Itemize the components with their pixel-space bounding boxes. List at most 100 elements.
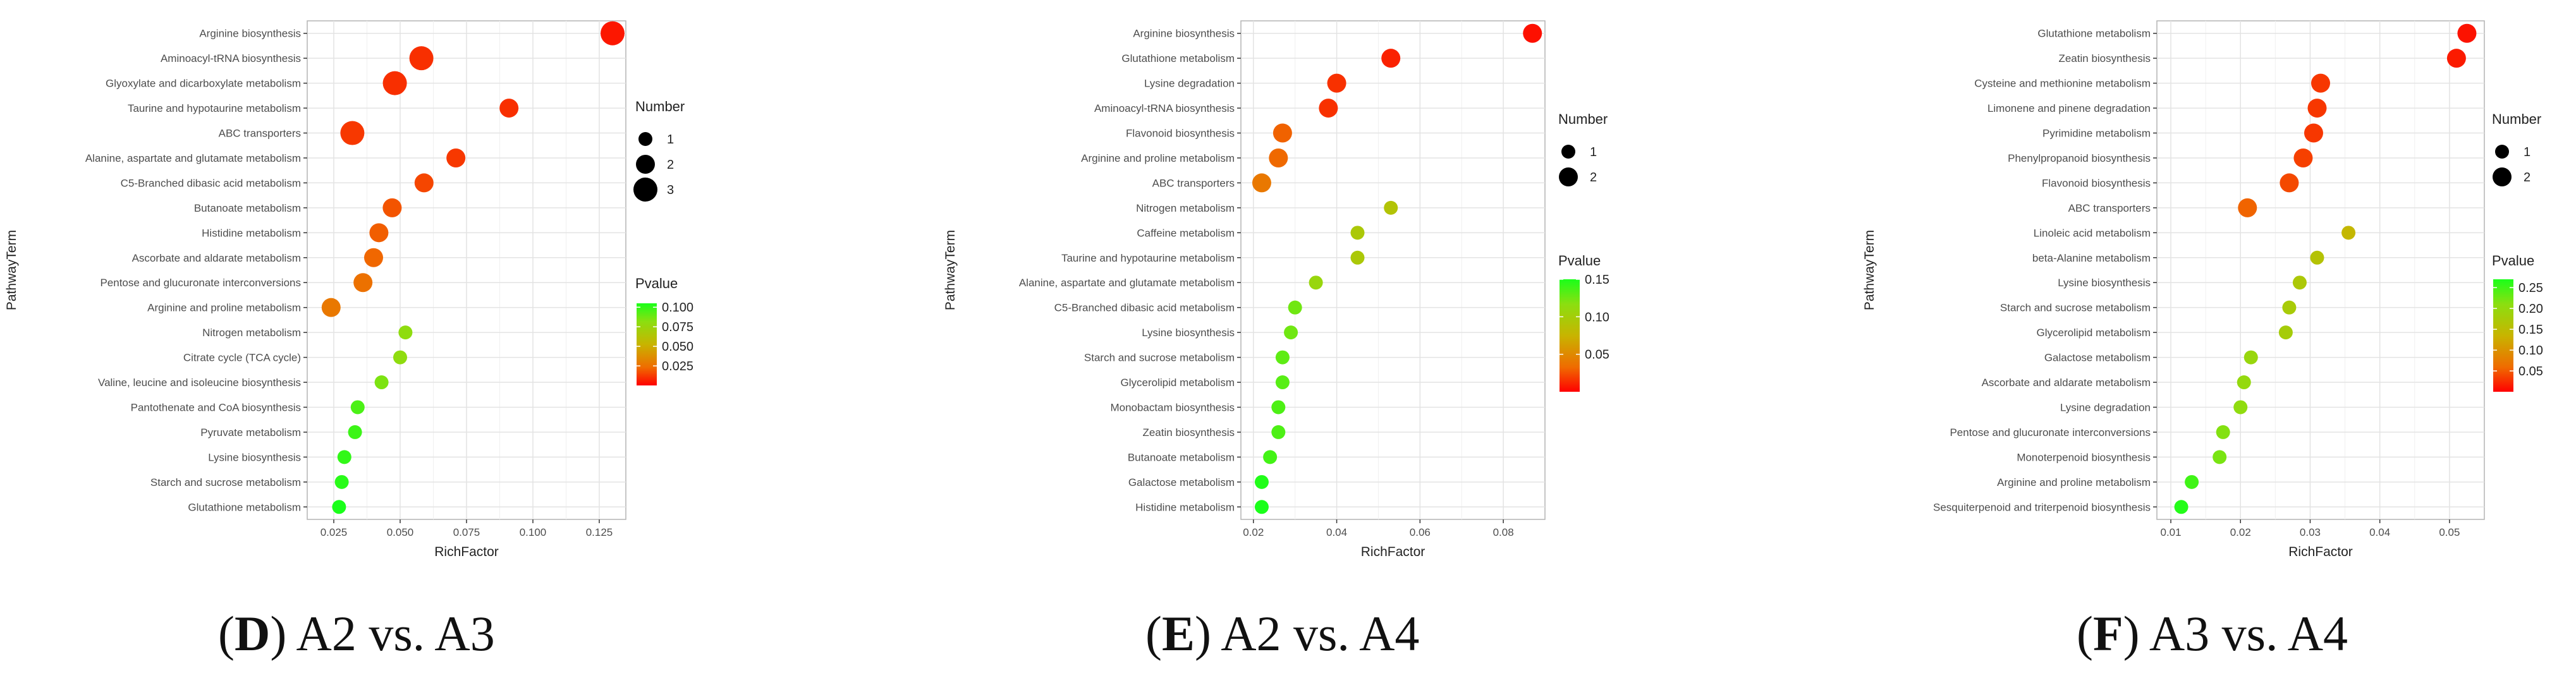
color-legend-label: 0.025 (662, 360, 693, 373)
data-point (2174, 500, 2188, 514)
data-point (1350, 250, 1365, 265)
x-tick-label: 0.02 (1243, 526, 1264, 538)
color-legend-label: 0.050 (662, 340, 693, 354)
data-point (2237, 375, 2251, 390)
size-legend-dot (2493, 167, 2512, 186)
y-tick-label: Caffeine metabolism (1137, 227, 1235, 239)
data-point (601, 21, 625, 45)
data-point (2185, 475, 2199, 489)
color-legend-label: 0.20 (2518, 302, 2543, 316)
x-tick-label: 0.025 (320, 526, 348, 538)
data-point (1381, 49, 1401, 68)
data-point (1523, 23, 1542, 43)
data-point (1271, 400, 1286, 415)
data-point (1273, 123, 1292, 143)
data-point (2457, 23, 2477, 43)
size-legend-dot (1559, 167, 1578, 186)
chart-panel-e: 0.02 0.04 0.06 0.08 Arginine biosynthesis Glu… (943, 20, 1609, 559)
y-axis-title: PathwayTerm (943, 230, 958, 310)
y-tick-label: Arginine and proline metabolism (1081, 152, 1235, 164)
color-legend-label: 0.15 (2518, 323, 2543, 337)
y-tick-label: Glutathione metabolism (1121, 52, 1235, 64)
color-legend-label: 0.100 (662, 301, 693, 315)
data-point (348, 425, 362, 439)
y-tick-label: ABC transporters (2068, 202, 2151, 214)
caption-letter: D (234, 606, 271, 661)
y-tick-label: Glycerolipid metabolism (2037, 327, 2151, 339)
data-point (2292, 275, 2307, 290)
y-tick-label: Glycerolipid metabolism (1121, 377, 1235, 389)
data-point (1263, 450, 1278, 464)
plot-area (2156, 20, 2485, 520)
data-point (374, 375, 389, 390)
x-tick-label: 0.04 (1326, 526, 1347, 538)
y-tick-label: beta-Alanine metabolism (2032, 252, 2151, 264)
caption-panel-d: (D) A2 vs. A3 (218, 606, 495, 661)
color-legend-title: Pvalue (635, 275, 678, 291)
y-tick-label: Histidine metabolism (1135, 501, 1235, 513)
data-point (2216, 425, 2230, 439)
y-tick-label: Sesquiterpenoid and triterpenoid biosynt… (1933, 501, 2151, 513)
data-point (332, 500, 346, 514)
data-point (1384, 200, 1398, 215)
y-tick-label: Taurine and hypotaurine metabolism (1061, 252, 1235, 264)
data-point (2243, 350, 2258, 365)
y-tick-label: Arginine biosynthesis (199, 28, 301, 40)
x-tick-label: 0.06 (1410, 526, 1431, 538)
y-tick-label: Pantothenate and CoA biosynthesis (131, 401, 301, 413)
data-point (1350, 226, 1365, 240)
chart-panel-f: 0.01 0.02 0.03 0.04 0.05 Glutathione metaboli… (1862, 20, 2543, 559)
y-tick-label: Citrate cycle (TCA cycle) (183, 352, 301, 364)
data-point (2282, 300, 2297, 315)
y-axis-title: PathwayTerm (1862, 230, 1877, 310)
data-point (340, 121, 365, 145)
data-point (2311, 73, 2330, 93)
data-point (414, 173, 434, 193)
y-tick-label: Galactose metabolism (2044, 352, 2151, 364)
plot-area (1240, 20, 1546, 520)
color-legend-bar (2493, 279, 2513, 392)
x-tick-label: 0.03 (2300, 526, 2321, 538)
caption-letter: F (2092, 606, 2123, 661)
y-tick-label: Pentose and glucuronate interconversions (100, 277, 301, 289)
y-tick-label: Glutathione metabolism (188, 501, 301, 513)
chart-panel-d: 0.025 0.050 0.075 0.100 0.125 Arginine biosyn… (4, 20, 693, 559)
size-legend-label: 1 (2524, 145, 2530, 159)
y-tick-label: C5-Branched dibasic acid metabolism (121, 177, 301, 189)
x-tick-label: 0.100 (520, 526, 547, 538)
color-legend-label: 0.05 (2518, 365, 2543, 378)
size-legend-title: Number (635, 99, 685, 114)
data-point (334, 475, 349, 489)
size-legend-dot (638, 132, 652, 146)
data-point (2446, 49, 2466, 68)
y-tick-label: Limonene and pinene degradation (1987, 102, 2151, 114)
size-legend-title: Number (2492, 111, 2541, 127)
caption-panel-f: (F) A3 vs. A4 (2077, 606, 2348, 661)
data-point (398, 325, 413, 340)
data-point (2233, 400, 2248, 415)
caption-letter: E (1161, 606, 1195, 661)
data-point (1309, 275, 1323, 290)
y-tick-label: Arginine and proline metabolism (147, 302, 301, 314)
y-tick-label: Ascorbate and aldarate metabolism (132, 252, 301, 264)
x-tick-label: 0.05 (2439, 526, 2460, 538)
y-tick-label: Arginine biosynthesis (1133, 28, 1235, 40)
data-point (2293, 148, 2313, 167)
data-point (2304, 123, 2323, 143)
size-legend-label: 2 (667, 158, 674, 172)
data-point (1275, 350, 1290, 365)
y-tick-label: Glyoxylate and dicarboxylate metabolism (106, 78, 301, 90)
size-legend-label: 3 (667, 183, 674, 197)
data-point (1275, 375, 1290, 390)
size-legend-label: 2 (2524, 171, 2530, 185)
data-point (1254, 500, 1269, 514)
data-point (382, 198, 402, 217)
y-tick-label: Alanine, aspartate and glutamate metabol… (1019, 277, 1235, 289)
y-tick-label: Phenylpropanoid biosynthesis (2008, 152, 2151, 164)
size-legend-dot (1561, 145, 1575, 159)
data-point (382, 71, 407, 95)
x-tick-label: 0.01 (2160, 526, 2181, 538)
data-point (2341, 226, 2356, 240)
y-tick-label: Ascorbate and aldarate metabolism (1982, 377, 2151, 389)
